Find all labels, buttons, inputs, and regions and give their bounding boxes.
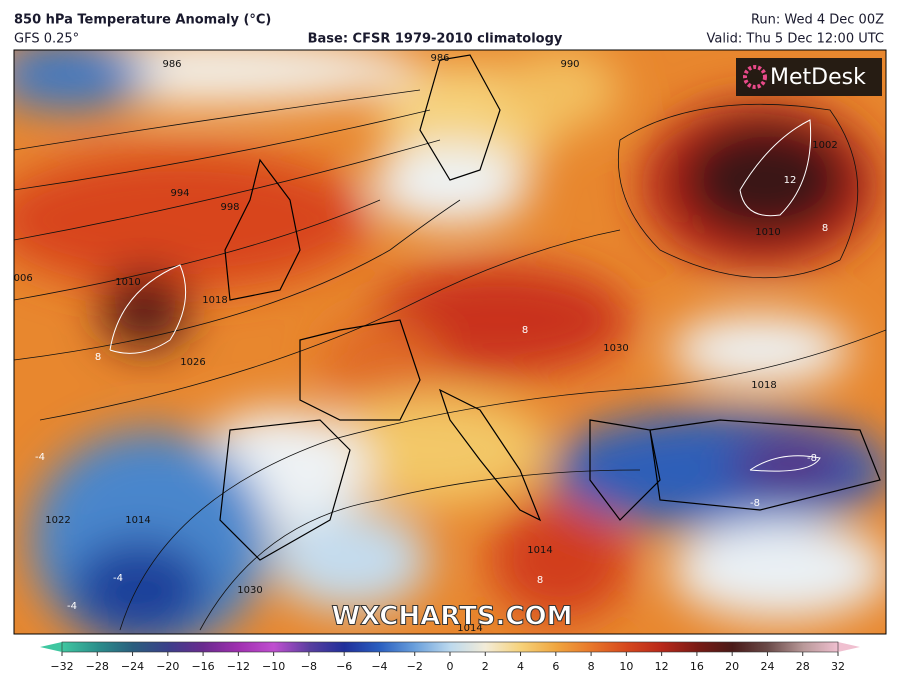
anomaly-label: 8 [822,223,828,234]
colorbar-segment [414,642,451,652]
anomaly-label: 8 [522,325,528,336]
colorbar-segment [555,642,592,652]
colorbar-segment [344,642,380,652]
colorbar: −32 −28 −24 −20 −16 −12 −10 −8 −6 −4 −2 0 2 4 6 8 10 12 16… [40,641,860,673]
base: Base: CFSR 1979-2010 climatology [308,32,563,47]
colorbar-tick-label: 32 [831,660,845,673]
colorbar-end-left [40,642,62,652]
title: 850 hPa Temperature Anomaly (°C) [14,13,271,28]
colorbar-tick-label: 12 [655,660,669,673]
isobar-label: 1010 [115,277,140,288]
colorbar-tick-label: −24 [121,660,144,673]
colorbar-segment [732,642,768,652]
colorbar-segment [767,642,804,652]
colorbar-segment [308,642,345,652]
colorbar-segment [520,642,557,652]
colorbar-tick-label: −2 [407,660,423,673]
colorbar-tick-label: −20 [156,660,179,673]
isobar-label: 1018 [202,295,227,306]
isobar-label: 1014 [125,515,150,526]
colorbar-segment [802,642,839,652]
colorbar-tick-label: −6 [336,660,352,673]
colorbar-segment [273,642,310,652]
logo-box [736,58,882,96]
anomaly-label: -4 [67,601,77,612]
isobar-label: 1026 [180,357,205,368]
colorbar-tick-label: 2 [482,660,489,673]
anomaly-label: 8 [537,575,543,586]
model: GFS 0.25° [14,32,79,47]
isobar-label: 1022 [45,515,70,526]
colorbar-tick-label: −16 [191,660,214,673]
colorbar-tick-label: 10 [619,660,633,673]
isobar-label: 986 [162,59,181,70]
isobar-label: 1018 [751,380,776,391]
colorbar-segment [591,642,627,652]
colorbar-tick-label: −12 [227,660,250,673]
colorbar-tick-label: 0 [447,660,454,673]
isobar-label: 1030 [603,343,628,354]
isobar-label: 990 [560,59,579,70]
run: Run: Wed 4 Dec 00Z [751,13,884,28]
anomaly-label: 12 [784,175,797,186]
coastlines [219,54,881,561]
colorbar-tick-label: 4 [517,660,524,673]
isobar-label: 1006 [7,273,32,284]
isobar-label: 986 [430,53,449,64]
contour-labels: 986 986 990 994 998 1002 1006 1010 1018 1026 1030 1… [7,53,838,634]
colorbar-end-right [838,642,860,652]
isobar-label: 998 [220,202,239,213]
colorbar-tick-label: 8 [588,660,595,673]
colorbar-segment [132,642,169,652]
colorbar-tick-label: −4 [371,660,387,673]
colorbar-tick-label: −10 [262,660,285,673]
colorbar-segment [626,642,663,652]
colorbar-segment [696,642,733,652]
watermark: WXCHARTS.COM [331,602,572,632]
anomaly-contours [109,119,821,472]
colorbar-tick-label: −8 [301,660,317,673]
logo-icon [743,65,767,89]
colorbar-tick-label: 16 [690,660,704,673]
colorbar-segment [379,642,416,652]
anomaly-label: -4 [113,573,123,584]
map-frame [13,49,887,635]
anomaly-label: -8 [807,453,817,464]
colorbar-segment [97,642,134,652]
colorbar-tick-label: 20 [725,660,739,673]
isobar-label: 1010 [755,227,780,238]
anomaly-label: 8 [95,352,101,363]
isobar-label: 994 [170,188,189,199]
colorbar-segment [167,642,204,652]
isobar-label: 1030 [237,585,262,596]
valid: Valid: Thu 5 Dec 12:00 UTC [707,32,884,47]
anomaly-label: -4 [35,452,45,463]
colorbar-tick-label: 24 [760,660,774,673]
isobar-label: 1002 [812,140,837,151]
colorbar-segment [661,642,698,652]
colorbar-tick-label: −32 [50,660,73,673]
map: 986 986 990 994 998 1002 1006 1010 1018 1026 1030 1… [7,50,886,634]
anomaly-field [14,50,886,634]
isobars [14,89,886,631]
colorbar-segment [485,642,522,652]
colorbar-segment [203,642,239,652]
anomaly-label: -8 [750,498,760,509]
colorbar-tick-label: −28 [86,660,109,673]
logo: MetDesk [770,65,866,90]
colorbar-segment [62,642,98,652]
colorbar-tick-label: 6 [552,660,559,673]
isobar-label: 1014 [457,623,482,634]
colorbar-segment [450,642,486,652]
isobar-label: 1014 [527,545,552,556]
colorbar-segment [238,642,275,652]
colorbar-tick-label: 28 [796,660,810,673]
